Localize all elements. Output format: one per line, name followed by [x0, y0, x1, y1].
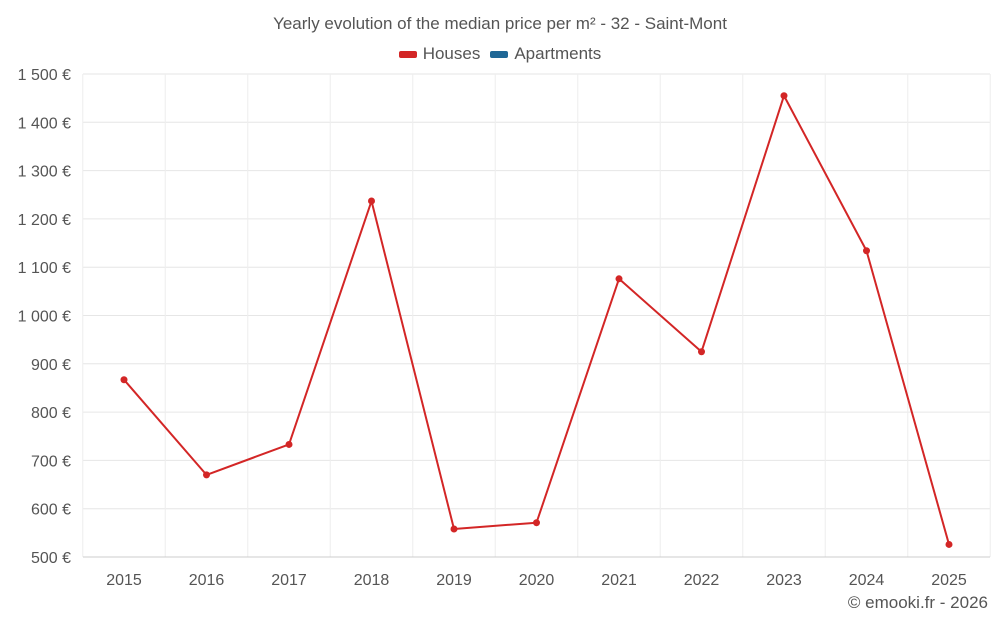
y-tick-label: 900 € [31, 357, 71, 374]
legend: Houses Apartments [0, 44, 1000, 64]
data-point [533, 519, 540, 527]
x-tick-label: 2020 [519, 572, 555, 589]
x-tick-label: 2023 [766, 572, 802, 589]
series [120, 92, 953, 548]
x-tick-label: 2015 [106, 572, 142, 589]
y-tick-label: 500 € [31, 550, 71, 567]
y-tick-label: 1 300 € [18, 164, 71, 181]
data-point [368, 197, 375, 205]
data-point [780, 92, 788, 100]
x-tick-label: 2017 [271, 572, 307, 589]
legend-label-houses: Houses [422, 44, 481, 63]
data-point [615, 275, 623, 283]
data-point [120, 376, 128, 384]
data-point [203, 471, 210, 479]
y-tick-label: 1 000 € [18, 309, 71, 326]
legend-swatch-apartments [490, 50, 509, 58]
y-tick-label: 600 € [31, 502, 71, 519]
data-point [698, 348, 705, 356]
axes: 500 € 600 € 700 € 800 € 900 € 1 000 € 1 100 € 1… [18, 67, 990, 589]
x-tick-label: 2022 [684, 572, 720, 589]
y-tick-label: 700 € [31, 453, 71, 470]
legend-swatch-houses [398, 50, 417, 58]
legend-item-houses[interactable]: Houses [398, 44, 481, 64]
data-point [945, 540, 953, 548]
y-tick-label: 800 € [31, 405, 71, 422]
x-tick-label: 2021 [601, 572, 637, 589]
grid [82, 73, 991, 558]
credit-text: © emooki.fr - 2026 [847, 593, 988, 612]
x-tick-label: 2018 [354, 572, 390, 589]
data-point [450, 525, 458, 533]
y-tick-label: 1 100 € [18, 260, 71, 277]
x-tick-label: 2019 [436, 572, 472, 589]
legend-label-apartments: Apartments [514, 44, 602, 63]
x-tick-label: 2016 [189, 572, 225, 589]
chart-title: Yearly evolution of the median price per… [273, 14, 727, 33]
legend-item-apartments[interactable]: Apartments [490, 44, 601, 64]
x-tick-label: 2025 [931, 572, 967, 589]
y-tick-label: 1 400 € [18, 115, 71, 132]
x-tick-label: 2024 [849, 572, 885, 589]
y-tick-label: 1 200 € [18, 212, 71, 229]
data-point [863, 247, 870, 255]
y-tick-label: 1 500 € [18, 67, 71, 84]
data-point [285, 440, 293, 448]
